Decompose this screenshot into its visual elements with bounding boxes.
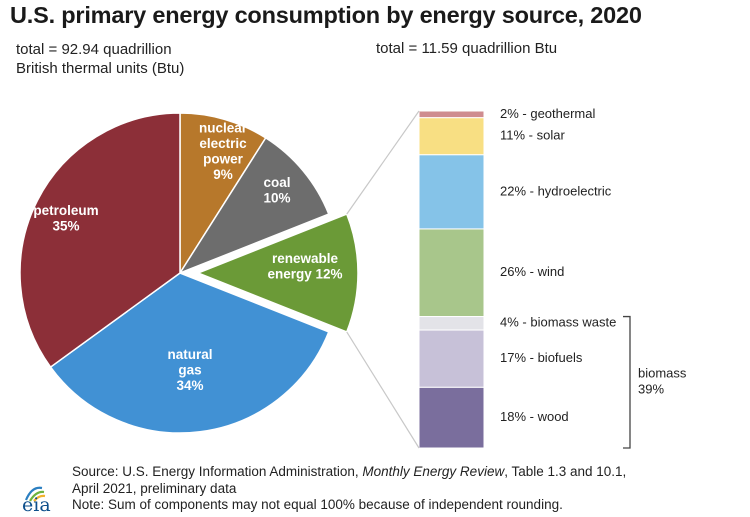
bar-segment-solar [418,117,485,156]
bar-label-biofuels: 17% - biofuels [500,350,583,365]
biomass-bracket-label-1: 39% [638,382,664,397]
bar-segment-biomass-waste [418,316,485,331]
bar-total-label: total = 11.59 quadrillion Btu [376,40,558,57]
footer: Source: U.S. Energy Information Administ… [72,464,742,514]
bar-segment-hydroelectric [418,154,485,230]
bar-label-wind: 26% - wind [500,264,564,279]
bar-label-biomass-waste: 4% - biomass waste [500,315,616,330]
bar-segment-wood [418,386,485,449]
pie-slice-renewable-energy [195,213,359,333]
bar-label-hydroelectric: 22% - hydroelectric [500,183,612,198]
bar-segment-biofuels [418,329,485,388]
pie-label-nuclear-electric-power-2: power [203,151,244,166]
pie-label-natural-gas-0: natural [167,347,212,362]
pie-label-renewable-energy-0: renewable [272,251,339,266]
pie-label-nuclear-electric-power-3: 9% [213,167,233,182]
source-line-2: April 2021, preliminary data [72,480,237,496]
chart-title: U.S. primary energy consumption by energ… [10,2,642,28]
footnote: Note: Sum of components may not equal 10… [72,497,563,512]
pie-total-line2: British thermal units (Btu) [16,60,185,77]
pie-total-line1: total = 92.94 quadrillion [16,41,172,58]
connector-line-top [346,110,420,215]
pie-label-renewable-energy-1: energy 12% [267,266,342,281]
bar-segment-geothermal [418,110,485,119]
eia-logo-text: eia [22,494,51,516]
pie-label-coal-1: 10% [263,190,290,205]
connector-line-bottom [346,331,420,449]
pie-label-nuclear-electric-power-1: electric [199,136,247,151]
source-italic: Monthly Energy Review [362,464,505,479]
bar-label-wood: 18% - wood [500,409,569,424]
pie-slice-coal [178,136,330,275]
pie-total-label: total = 92.94 quadrillion British therma… [16,40,246,78]
eia-logo-icon [24,486,46,502]
pie-slice-nuclear-electric-power [179,112,267,276]
bar-segment-wind [418,228,485,318]
biomass-bracket [623,315,631,449]
pie-label-petroleum-1: 35% [52,218,79,233]
pie-label-natural-gas-2: 34% [176,378,203,393]
source-suffix: , Table 1.3 and 10.1, [504,464,627,479]
pie-label-natural-gas-1: gas [178,363,201,378]
pie-label-nuclear-electric-power-0: nuclear [199,120,248,135]
eia-logo: eia [20,484,68,516]
biomass-bracket-label-0: biomass [638,366,687,381]
pie-label-petroleum-0: petroleum [33,203,98,218]
pie-slice-petroleum [19,112,181,369]
bar-label-solar: 11% - solar [500,128,565,143]
source-line-1: Source: U.S. Energy Information Administ… [72,464,742,481]
source-prefix: Source: U.S. Energy Information Administ… [72,464,363,479]
pie-slice-natural-gas [49,272,330,434]
bar-label-geothermal: 2% - geothermal [500,106,595,121]
pie-label-coal-0: coal [263,175,290,190]
